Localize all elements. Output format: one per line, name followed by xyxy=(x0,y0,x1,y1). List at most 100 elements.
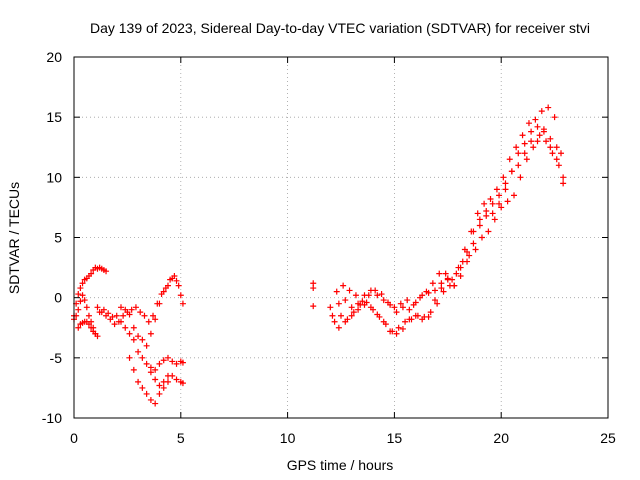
data-point xyxy=(160,357,167,364)
data-point xyxy=(94,333,101,340)
data-point xyxy=(177,292,184,299)
data-point xyxy=(81,297,88,304)
data-point xyxy=(83,304,90,311)
data-point xyxy=(457,273,464,280)
data-point xyxy=(549,150,556,157)
data-point xyxy=(491,216,498,223)
series-segment-a-left-low xyxy=(71,292,99,337)
data-point xyxy=(478,234,485,241)
data-point xyxy=(179,359,186,366)
y-tick-label: -10 xyxy=(42,410,62,426)
data-point xyxy=(164,282,171,289)
data-point xyxy=(528,138,535,145)
data-point xyxy=(481,200,488,207)
data-point xyxy=(164,372,171,379)
data-point xyxy=(476,222,483,229)
data-point xyxy=(126,311,133,318)
data-point xyxy=(521,150,528,157)
data-point xyxy=(534,138,541,145)
data-point xyxy=(335,324,342,331)
data-point xyxy=(387,328,394,335)
data-point xyxy=(85,321,92,328)
data-point xyxy=(179,300,186,307)
data-point xyxy=(444,276,451,283)
data-point xyxy=(361,292,368,299)
data-point xyxy=(419,316,426,323)
data-point xyxy=(504,198,511,205)
data-point xyxy=(132,304,139,311)
data-point xyxy=(485,228,492,235)
data-point xyxy=(476,216,483,223)
data-point xyxy=(75,291,82,298)
data-point xyxy=(496,192,503,199)
data-point xyxy=(327,304,334,311)
data-point xyxy=(406,306,413,313)
grid xyxy=(74,57,608,418)
y-axis-label: SDTVAR / TECUs xyxy=(6,182,22,294)
data-point xyxy=(530,144,537,151)
series-segment-b-band-4 xyxy=(335,128,567,337)
data-point xyxy=(538,108,545,115)
data-point xyxy=(470,240,477,247)
data-point xyxy=(310,303,317,310)
data-point xyxy=(141,312,148,319)
data-point xyxy=(126,354,133,361)
data-point xyxy=(464,248,471,255)
data-point xyxy=(145,318,152,325)
data-point xyxy=(496,200,503,207)
y-tick-label: 20 xyxy=(46,49,62,65)
data-point xyxy=(156,360,163,367)
data-point xyxy=(122,324,129,331)
data-point xyxy=(348,312,355,319)
data-point xyxy=(506,156,513,163)
series-segment-a-lower-arc xyxy=(75,318,101,340)
data-point xyxy=(493,186,500,193)
data-point xyxy=(152,376,159,383)
data-point xyxy=(523,156,530,163)
data-point xyxy=(528,128,535,135)
data-point xyxy=(474,210,481,217)
data-point xyxy=(387,301,394,308)
series-segment-b-band-3 xyxy=(331,132,562,335)
data-point xyxy=(487,195,494,202)
data-point xyxy=(519,132,526,139)
data-point xyxy=(412,299,419,306)
data-point xyxy=(342,318,349,325)
data-point xyxy=(508,168,515,175)
data-point xyxy=(329,312,336,319)
data-point xyxy=(515,150,522,157)
series-segment-b-isolated xyxy=(310,280,317,310)
data-point xyxy=(397,300,404,307)
data-point xyxy=(130,324,137,331)
data-point xyxy=(551,114,558,121)
x-tick-label: 25 xyxy=(600,430,616,446)
data-point xyxy=(453,270,460,277)
data-point xyxy=(434,300,441,307)
series-segment-a-lower-band xyxy=(117,318,186,373)
data-point xyxy=(498,204,505,211)
data-point xyxy=(175,282,182,289)
data-point xyxy=(85,312,92,319)
data-point xyxy=(128,306,135,313)
data-point xyxy=(393,330,400,337)
data-point xyxy=(150,312,157,319)
data-point xyxy=(348,304,355,311)
data-point xyxy=(152,400,159,407)
data-point xyxy=(558,150,565,157)
data-point xyxy=(515,162,522,169)
data-point xyxy=(103,268,110,275)
x-tick-label: 10 xyxy=(280,430,296,446)
data-point xyxy=(143,342,150,349)
data-point xyxy=(470,228,477,235)
data-points xyxy=(71,104,567,407)
data-point xyxy=(525,120,532,127)
data-point xyxy=(451,282,458,289)
data-point xyxy=(489,200,496,207)
data-point xyxy=(346,287,353,294)
data-point xyxy=(164,354,171,361)
y-tick-label: 5 xyxy=(54,230,62,246)
data-point xyxy=(139,384,146,391)
data-point xyxy=(77,285,84,292)
data-point xyxy=(536,132,543,139)
